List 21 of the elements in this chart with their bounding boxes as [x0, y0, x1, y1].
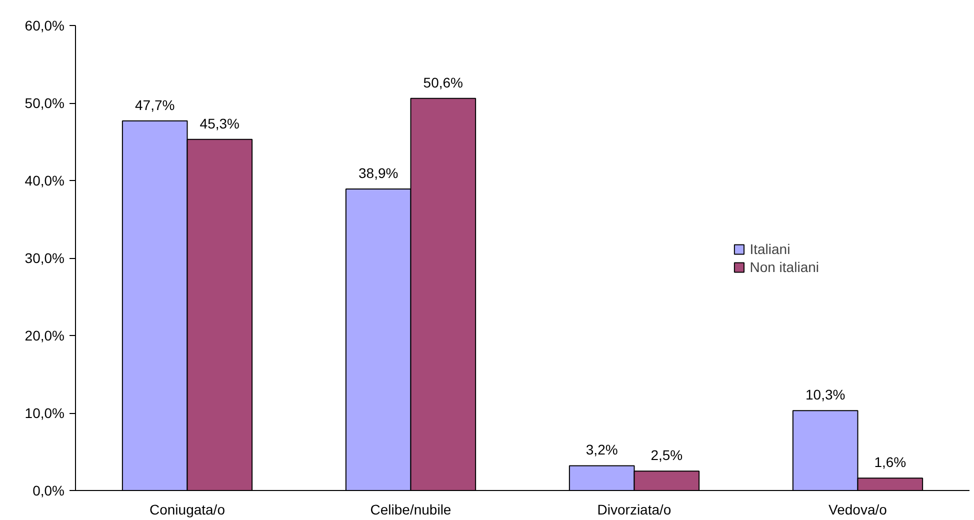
x-tick-label: Vedova/o [828, 502, 888, 518]
data-label: 45,3% [200, 115, 240, 132]
data-label: 1,6% [874, 454, 906, 470]
y-tick-label: 20,0% [24, 328, 65, 344]
y-tick-label: 10,0% [24, 405, 65, 421]
legend-label: Non italiani [750, 258, 819, 274]
x-tick-label: Celibe/nubile [370, 502, 452, 518]
data-label: 47,7% [134, 96, 175, 113]
y-tick-label: 0,0% [32, 482, 65, 498]
data-label: 38,9% [358, 165, 398, 182]
x-tick-label: Divorziata/o [597, 502, 672, 518]
legend-label: Italiani [750, 240, 790, 256]
data-label: 10,3% [805, 386, 846, 403]
x-tick-label: Coniugata/o [150, 502, 226, 518]
data-label: 2,5% [650, 447, 683, 464]
y-tick-label: 40,0% [24, 172, 65, 188]
data-label: 3,2% [586, 442, 618, 458]
data-label: 50,6% [423, 74, 464, 90]
y-tick-label: 50,0% [24, 95, 65, 111]
y-tick-label: 30,0% [24, 250, 65, 266]
y-tick-label: 60,0% [24, 18, 65, 34]
